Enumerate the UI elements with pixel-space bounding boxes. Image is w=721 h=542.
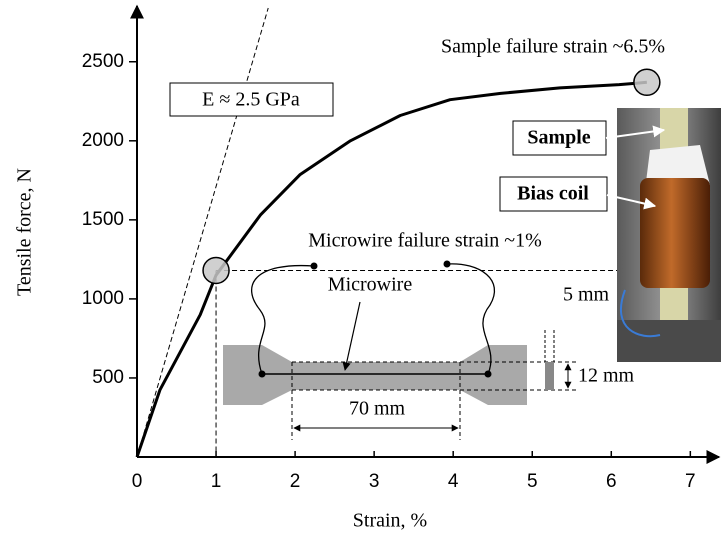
modulus-line xyxy=(136,7,269,458)
inset-label: Microwire xyxy=(328,274,413,296)
x-tick-label: 3 xyxy=(369,471,380,492)
annotation: Sample failure strain ~6.5% xyxy=(441,36,665,58)
y-tick-label: 500 xyxy=(92,367,124,388)
y-axis-label: Tensile force, N xyxy=(14,168,36,296)
photo-label: Bias coil xyxy=(517,183,589,205)
label-box xyxy=(499,176,608,212)
inset-label: 70 mm xyxy=(349,398,406,420)
inset-label: 12 mm xyxy=(578,365,635,387)
x-tick-label: 4 xyxy=(448,471,459,492)
annotation-box xyxy=(169,82,334,117)
annotation: E ≈ 2.5 GPa xyxy=(202,89,300,111)
y-tick-label: 1500 xyxy=(82,209,124,230)
photo xyxy=(617,108,721,362)
annotation: Microwire failure strain ~1% xyxy=(308,230,542,252)
x-tick-label: 6 xyxy=(606,471,617,492)
specimen-inset xyxy=(223,260,576,440)
x-axis-label: Strain, % xyxy=(353,510,427,532)
marker xyxy=(633,68,661,97)
data-line xyxy=(135,80,647,458)
y-tick-label: 2000 xyxy=(82,130,124,151)
x-tick-label: 1 xyxy=(211,471,222,492)
x-tick-label: 0 xyxy=(132,471,143,492)
inset-label: 5 mm xyxy=(563,284,610,306)
label-box xyxy=(512,120,607,156)
marker xyxy=(202,256,230,285)
y-tick-label: 1000 xyxy=(82,288,124,309)
y-tick-label: 2500 xyxy=(82,51,124,72)
x-tick-label: 7 xyxy=(685,471,696,492)
photo-label: Sample xyxy=(527,127,590,149)
x-tick-label: 2 xyxy=(290,471,301,492)
x-tick-label: 5 xyxy=(527,471,538,492)
